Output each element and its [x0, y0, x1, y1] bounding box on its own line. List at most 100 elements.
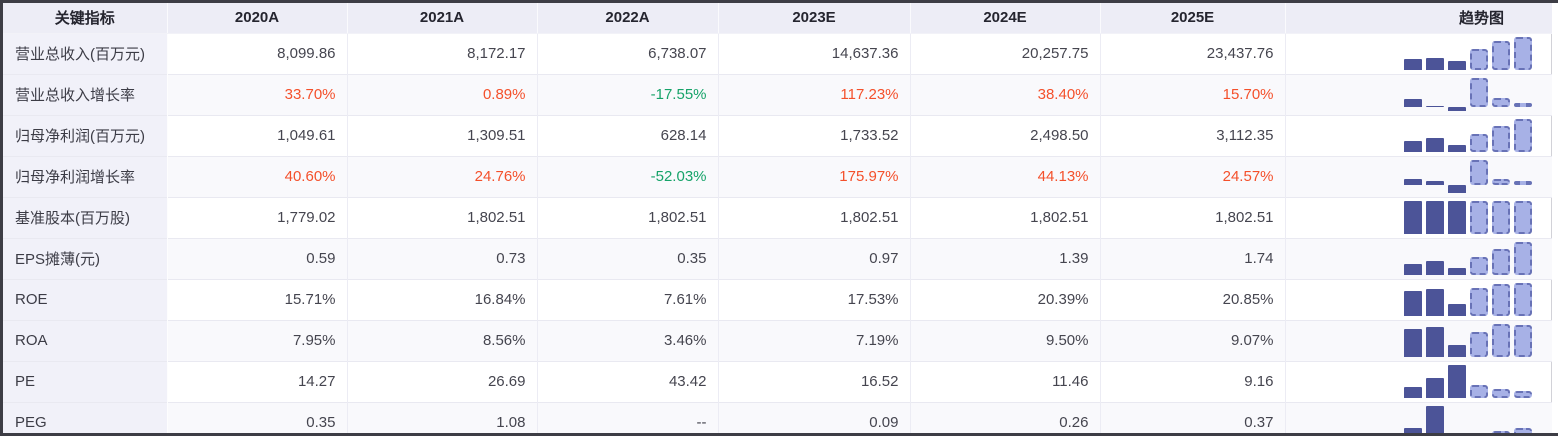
- value-cell: 11.46: [910, 360, 1101, 402]
- value-cell: 9.50%: [910, 319, 1101, 361]
- trend-bar-actual: [1426, 105, 1444, 107]
- trend-bar-actual: [1404, 290, 1422, 316]
- trend-bar-estimate: [1492, 125, 1510, 152]
- row-label: 营业总收入(百万元): [3, 33, 168, 74]
- key-metrics-table: 关键指标 2020A 2021A 2022A 2023E 2024E 2025E…: [3, 3, 1552, 433]
- trend-cell: [1285, 237, 1552, 279]
- trend-bar-estimate: [1470, 159, 1488, 185]
- value-cell: 175.97%: [718, 155, 911, 197]
- trend-chart: [1404, 198, 1532, 238]
- trend-bar-estimate: [1470, 77, 1488, 107]
- trend-bar-estimate: [1492, 178, 1510, 185]
- value-cell: 3,112.35: [1100, 114, 1286, 156]
- trend-bar-actual: [1426, 326, 1444, 357]
- value-cell: 0.37: [1100, 401, 1286, 433]
- value-cell: 20.39%: [910, 278, 1101, 320]
- trend-bar-actual: [1448, 106, 1466, 111]
- key-metrics-table-wrap: 关键指标 2020A 2021A 2022A 2023E 2024E 2025E…: [3, 3, 1552, 433]
- value-cell: 1.08: [347, 401, 538, 433]
- value-cell: 16.52: [718, 360, 911, 402]
- trend-chart: [1404, 403, 1532, 433]
- trend-bar-actual: [1448, 267, 1466, 275]
- value-cell: 0.26: [910, 401, 1101, 433]
- value-cell: 44.13%: [910, 155, 1101, 197]
- table-row: EPS摊薄(元) 0.59 0.73 0.35 0.97 1.39 1.74: [3, 237, 1552, 279]
- value-cell: 0.09: [718, 401, 911, 433]
- column-header-2022a: 2022A: [537, 3, 719, 34]
- value-cell: 15.71%: [167, 278, 348, 320]
- table-row: PEG 0.35 1.08 -- 0.09 0.26 0.37: [3, 401, 1552, 433]
- value-cell: 20.85%: [1100, 278, 1286, 320]
- table-row: 归母净利润增长率 40.60% 24.76% -52.03% 175.97% 44.13%…: [3, 155, 1552, 197]
- table-row: 营业总收入(百万元) 8,099.86 8,172.17 6,738.07 14,637…: [3, 33, 1552, 74]
- trend-bar-actual: [1404, 328, 1422, 357]
- value-cell: 38.40%: [910, 73, 1101, 115]
- row-label: PE: [3, 360, 168, 402]
- trend-bar-estimate: [1492, 40, 1510, 70]
- value-cell: 24.57%: [1100, 155, 1286, 197]
- trend-chart: [1404, 157, 1532, 197]
- table-row: ROA 7.95% 8.56% 3.46% 7.19% 9.50% 9.07%: [3, 319, 1552, 361]
- value-cell: 0.35: [167, 401, 348, 433]
- trend-chart: [1404, 280, 1532, 320]
- value-cell: 9.07%: [1100, 319, 1286, 361]
- value-cell: 7.19%: [718, 319, 911, 361]
- trend-bar-estimate: [1514, 118, 1532, 152]
- trend-cell: [1285, 114, 1552, 156]
- value-cell: 1,802.51: [1100, 196, 1286, 238]
- value-cell: 26.69: [347, 360, 538, 402]
- value-cell: 14.27: [167, 360, 348, 402]
- trend-bar-actual: [1404, 140, 1422, 152]
- value-cell: 40.60%: [167, 155, 348, 197]
- value-cell: --: [537, 401, 719, 433]
- value-cell: 23,437.76: [1100, 33, 1286, 74]
- trend-bar-estimate: [1514, 241, 1532, 275]
- trend-chart: [1404, 321, 1532, 361]
- trend-bar-estimate: [1514, 102, 1532, 107]
- column-header-2021a: 2021A: [347, 3, 538, 34]
- trend-chart: [1404, 239, 1532, 279]
- value-cell: 8,099.86: [167, 33, 348, 74]
- column-header-indicator: 关键指标: [3, 3, 168, 34]
- value-cell: 7.61%: [537, 278, 719, 320]
- trend-cell: [1285, 155, 1552, 197]
- trend-cell: [1285, 360, 1552, 402]
- trend-bar-actual: [1426, 180, 1444, 185]
- trend-bar-estimate: [1492, 200, 1510, 234]
- value-cell: 1,049.61: [167, 114, 348, 156]
- trend-bar-estimate: [1470, 287, 1488, 316]
- row-label: ROA: [3, 319, 168, 361]
- right-gutter: [1552, 3, 1558, 433]
- table-row: PE 14.27 26.69 43.42 16.52 11.46 9.16: [3, 360, 1552, 402]
- value-cell: 3.46%: [537, 319, 719, 361]
- trend-bar-actual: [1448, 344, 1466, 357]
- trend-bar-estimate: [1470, 331, 1488, 357]
- trend-cell: [1285, 319, 1552, 361]
- trend-bar-estimate: [1492, 97, 1510, 107]
- value-cell: 1.74: [1100, 237, 1286, 279]
- trend-bar-estimate: [1514, 324, 1532, 357]
- value-cell: 6,738.07: [537, 33, 719, 74]
- value-cell: 7.95%: [167, 319, 348, 361]
- trend-bar-actual: [1426, 200, 1444, 234]
- trend-bar-estimate: [1492, 430, 1510, 433]
- column-header-trend: 趋势图: [1285, 3, 1552, 34]
- trend-bar-actual: [1404, 98, 1422, 107]
- column-header-2020a: 2020A: [167, 3, 348, 34]
- header-row: 关键指标 2020A 2021A 2022A 2023E 2024E 2025E…: [3, 3, 1552, 34]
- trend-bar-estimate: [1514, 36, 1532, 70]
- value-cell: 17.53%: [718, 278, 911, 320]
- value-cell: 0.35: [537, 237, 719, 279]
- value-cell: 1,802.51: [718, 196, 911, 238]
- trend-bar-estimate: [1514, 427, 1532, 433]
- value-cell: -52.03%: [537, 155, 719, 197]
- value-cell: 0.73: [347, 237, 538, 279]
- trend-bar-actual: [1426, 137, 1444, 152]
- value-cell: 0.59: [167, 237, 348, 279]
- value-cell: 0.89%: [347, 73, 538, 115]
- trend-chart: [1404, 116, 1532, 156]
- trend-bar-estimate: [1470, 48, 1488, 70]
- trend-bar-actual: [1404, 427, 1422, 433]
- row-label: 营业总收入增长率: [3, 73, 168, 115]
